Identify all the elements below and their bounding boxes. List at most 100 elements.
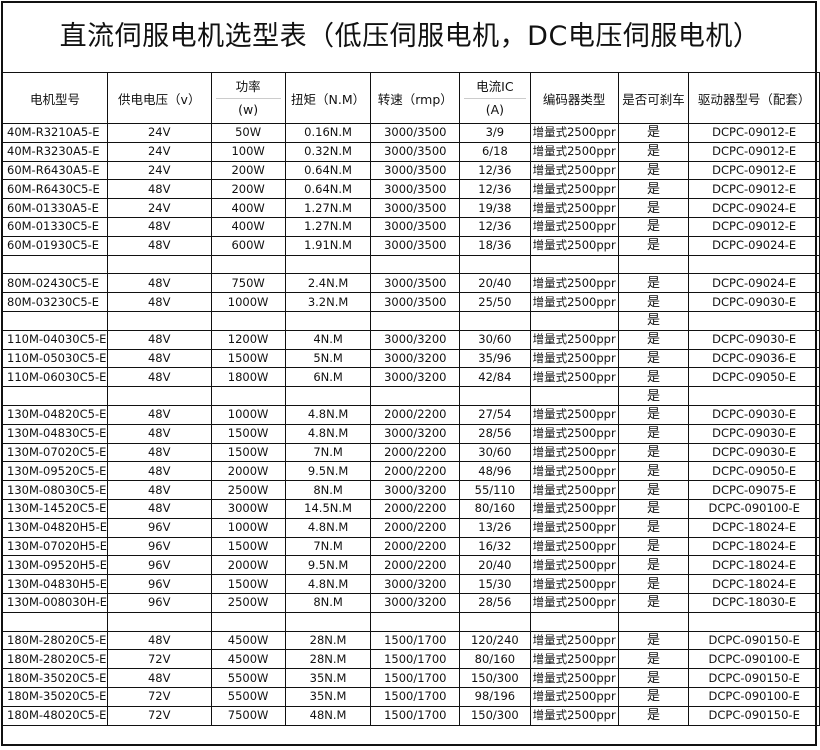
cell-speed: 3000/3500 xyxy=(370,123,461,143)
cell-enc: 增量式2500ppr xyxy=(529,160,619,181)
cell-brake: 是 xyxy=(617,686,690,707)
cell-model: 60M-R6430A5-E xyxy=(2,160,108,181)
cell-driver: DCPC-09012-E xyxy=(688,123,820,143)
cell-speed xyxy=(370,611,461,632)
header-speed: 转速（rmp） xyxy=(370,72,461,124)
cell-torque: 35N.M xyxy=(284,686,372,707)
header-power: 功率 (w) xyxy=(210,72,286,124)
cell-enc: 增量式2500ppr xyxy=(529,592,619,613)
cell-torque: 9.5N.M xyxy=(284,555,372,576)
table-row: 180M-28020C5-E 48V 4500W 28N.M 1500/1700 120/… xyxy=(2,630,820,651)
cell-voltage: 96V xyxy=(107,574,212,594)
cell-model: 130M-07020H5-E xyxy=(2,536,108,557)
table-row: 130M-09520H5-E 96V 2000W 9.5N.M 2000/2200 20/… xyxy=(2,555,820,576)
cell-current: 98/196 xyxy=(459,686,531,707)
table-row xyxy=(2,611,820,632)
cell-torque: 4.8N.M xyxy=(284,404,372,425)
cell-voltage: 96V xyxy=(107,536,212,557)
cell-brake: 是 xyxy=(617,517,690,538)
cell-torque: 14.5N.M xyxy=(284,498,372,519)
cell-current: 16/32 xyxy=(459,536,531,557)
cell-driver: DCPC-090150-E xyxy=(688,705,820,726)
cell-power: 2500W xyxy=(210,480,286,500)
cell-driver: DCPC-09030-E xyxy=(688,292,820,312)
cell-voltage: 96V xyxy=(107,592,212,613)
cell-speed: 3000/3500 xyxy=(370,235,461,256)
cell-power: 100W xyxy=(210,141,286,162)
cell-brake: 是 xyxy=(617,480,690,500)
cell-torque xyxy=(284,310,372,331)
cell-torque: 7N.M xyxy=(284,536,372,557)
cell-torque xyxy=(284,386,372,406)
cell-speed: 3000/3200 xyxy=(370,329,461,350)
cell-voltage: 48V xyxy=(107,348,212,369)
cell-brake: 是 xyxy=(617,442,690,463)
cell-voltage: 48V xyxy=(107,480,212,500)
cell-driver: DCPC-090100-E xyxy=(688,649,820,670)
cell-current: 12/36 xyxy=(459,160,531,181)
cell-brake: 是 xyxy=(617,536,690,557)
cell-brake: 是 xyxy=(617,404,690,425)
cell-enc: 增量式2500ppr xyxy=(529,498,619,519)
table-body: 40M-R3210A5-E 24V 50W 0.16N.M 3000/3500 3/9 增量… xyxy=(2,123,820,726)
cell-torque: 1.91N.M xyxy=(284,235,372,256)
cell-power xyxy=(210,611,286,632)
cell-current xyxy=(459,310,531,331)
cell-speed: 2000/2200 xyxy=(370,517,461,538)
table-row: 180M-48020C5-E 72V 7500W 48N.M 1500/1700 150/… xyxy=(2,705,820,726)
cell-speed: 3000/3500 xyxy=(370,292,461,312)
cell-brake xyxy=(617,254,690,275)
cell-current: 80/160 xyxy=(459,649,531,670)
cell-enc: 增量式2500ppr xyxy=(529,480,619,500)
cell-model: 130M-09520H5-E xyxy=(2,555,108,576)
cell-model xyxy=(2,611,108,632)
table-row: 180M-28020C5-E 72V 4500W 28N.M 1500/1700 80/1… xyxy=(2,649,820,670)
cell-power: 1500W xyxy=(210,574,286,594)
cell-brake: 是 xyxy=(617,649,690,670)
cell-speed: 1500/1700 xyxy=(370,705,461,726)
cell-voltage: 48V xyxy=(107,423,212,444)
cell-enc: 增量式2500ppr xyxy=(529,423,619,444)
cell-model: 130M-04820C5-E xyxy=(2,404,108,425)
cell-torque: 0.16N.M xyxy=(284,123,372,143)
cell-enc xyxy=(529,310,619,331)
cell-brake: 是 xyxy=(617,273,690,294)
cell-torque: 9.5N.M xyxy=(284,461,372,482)
cell-model: 130M-07020C5-E xyxy=(2,442,108,463)
cell-power: 7500W xyxy=(210,705,286,726)
cell-current: 15/30 xyxy=(459,574,531,594)
cell-speed: 1500/1700 xyxy=(370,686,461,707)
cell-current: 27/54 xyxy=(459,404,531,425)
table-row: 60M-01330A5-E 24V 400W 1.27N.M 3000/3500 19/3… xyxy=(2,198,820,218)
cell-driver: DCPC-09030-E xyxy=(688,404,820,425)
cell-driver: DCPC-09050-E xyxy=(688,461,820,482)
cell-torque: 1.27N.M xyxy=(284,198,372,218)
cell-driver: DCPC-18024-E xyxy=(688,517,820,538)
cell-driver: DCPC-09012-E xyxy=(688,179,820,200)
cell-brake: 是 xyxy=(617,555,690,576)
cell-voltage: 24V xyxy=(107,198,212,218)
cell-enc xyxy=(529,254,619,275)
cell-enc: 增量式2500ppr xyxy=(529,198,619,218)
cell-voltage: 72V xyxy=(107,686,212,707)
cell-model: 40M-R3210A5-E xyxy=(2,123,108,143)
cell-speed: 3000/3500 xyxy=(370,198,461,218)
table-row: 130M-08030C5-E 48V 2500W 8N.M 3000/3200 55/11… xyxy=(2,480,820,500)
table-row: 130M-07020C5-E 48V 1500W 7N.M 2000/2200 30/60… xyxy=(2,442,820,463)
table-row: 180M-35020C5-E 72V 5500W 35N.M 1500/1700 98/1… xyxy=(2,686,820,707)
cell-model: 130M-008030H-E xyxy=(2,592,108,613)
header-torque: 扭矩（N.M） xyxy=(284,72,372,124)
cell-voltage: 48V xyxy=(107,216,212,237)
cell-model xyxy=(2,254,108,275)
cell-speed: 2000/2200 xyxy=(370,555,461,576)
cell-power: 1200W xyxy=(210,329,286,350)
cell-brake: 是 xyxy=(617,216,690,237)
cell-model: 180M-35020C5-E xyxy=(2,686,108,707)
cell-brake: 是 xyxy=(617,705,690,726)
table-row: 180M-35020C5-E 48V 5500W 35N.M 1500/1700 150/… xyxy=(2,668,820,688)
cell-torque: 7N.M xyxy=(284,442,372,463)
cell-driver: DCPC-09012-E xyxy=(688,160,820,181)
cell-power: 2000W xyxy=(210,461,286,482)
cell-brake xyxy=(617,611,690,632)
cell-model: 40M-R3230A5-E xyxy=(2,141,108,162)
